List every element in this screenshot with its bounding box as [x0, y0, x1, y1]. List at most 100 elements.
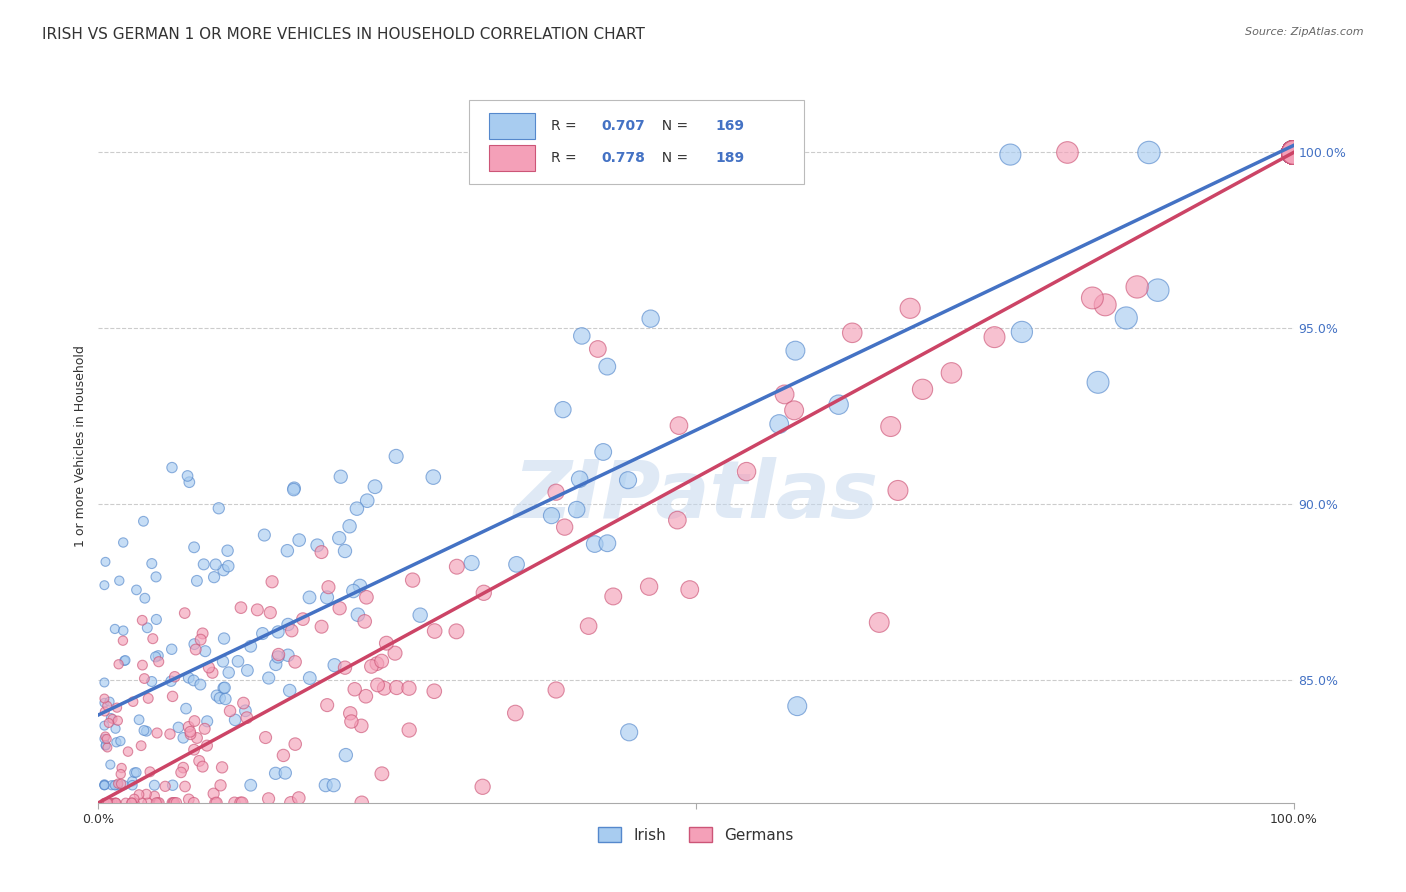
Point: [666, 513, 689, 527]
Point: [283, 481, 305, 495]
Point: [586, 342, 609, 356]
Point: [174, 701, 197, 715]
Point: [114, 653, 136, 667]
Point: [640, 311, 662, 326]
Point: [1282, 145, 1305, 160]
Point: [887, 483, 910, 498]
Point: [93, 777, 115, 791]
Point: [110, 767, 132, 781]
Point: [288, 533, 311, 547]
Point: [136, 691, 159, 706]
Point: [172, 761, 194, 775]
Point: [339, 706, 361, 721]
Point: [259, 606, 281, 620]
Point: [1282, 145, 1305, 160]
Point: [328, 531, 350, 545]
Point: [141, 557, 163, 571]
Point: [146, 726, 169, 740]
Point: [1282, 145, 1305, 160]
Point: [267, 624, 290, 639]
Point: [160, 674, 183, 689]
Point: [1282, 145, 1305, 160]
Point: [110, 734, 132, 748]
Point: [148, 655, 170, 669]
Point: [134, 591, 156, 606]
Point: [356, 493, 378, 508]
Point: [1011, 325, 1033, 339]
Point: [104, 622, 127, 636]
Point: [375, 636, 398, 650]
Point: [841, 326, 863, 340]
Point: [1282, 145, 1305, 160]
Point: [1282, 145, 1305, 160]
Point: [339, 519, 361, 533]
Point: [356, 591, 378, 605]
Point: [145, 612, 167, 626]
Point: [104, 778, 127, 792]
Point: [97, 796, 120, 810]
Point: [212, 632, 235, 646]
Point: [1282, 145, 1305, 160]
Point: [125, 582, 148, 597]
Point: [257, 671, 280, 685]
Point: [347, 607, 370, 622]
Point: [544, 485, 567, 500]
Point: [148, 648, 170, 663]
Point: [1282, 145, 1305, 160]
Point: [1146, 283, 1168, 297]
Point: [505, 706, 527, 720]
Point: [179, 475, 201, 490]
Point: [323, 658, 346, 673]
Point: [162, 796, 184, 810]
Point: [786, 699, 808, 714]
Point: [226, 654, 249, 668]
Point: [1282, 145, 1305, 160]
Point: [267, 648, 290, 662]
Point: [868, 615, 890, 630]
Point: [177, 720, 200, 734]
Point: [131, 796, 153, 810]
Point: [148, 796, 170, 810]
Point: [135, 787, 157, 801]
Point: [190, 677, 212, 691]
Point: [318, 580, 340, 594]
Point: [202, 787, 225, 801]
Point: [264, 657, 287, 672]
Point: [194, 722, 217, 736]
Point: [96, 796, 118, 810]
Point: [170, 765, 193, 780]
Point: [1282, 145, 1305, 160]
Point: [135, 724, 157, 739]
Point: [173, 606, 195, 620]
Point: [367, 678, 389, 692]
Point: [167, 720, 190, 734]
Point: [98, 695, 121, 709]
Point: [638, 580, 661, 594]
Point: [785, 343, 807, 358]
Point: [239, 778, 262, 792]
Point: [93, 675, 115, 690]
Point: [1282, 145, 1305, 160]
Point: [204, 558, 226, 572]
Text: 169: 169: [716, 120, 744, 133]
Point: [1282, 145, 1305, 160]
Point: [122, 792, 145, 806]
Point: [307, 538, 329, 552]
Point: [284, 655, 307, 669]
Point: [280, 796, 302, 810]
Point: [131, 658, 153, 673]
Point: [172, 731, 194, 745]
Point: [229, 796, 252, 810]
Point: [93, 719, 115, 733]
Point: [160, 642, 183, 657]
Point: [322, 778, 344, 792]
Point: [1087, 376, 1109, 390]
Point: [278, 683, 301, 698]
Point: [257, 791, 280, 805]
Point: [94, 555, 117, 569]
Point: [291, 612, 314, 626]
Point: [160, 796, 183, 810]
Point: [217, 543, 239, 558]
Point: [333, 661, 356, 675]
Point: [298, 591, 321, 605]
